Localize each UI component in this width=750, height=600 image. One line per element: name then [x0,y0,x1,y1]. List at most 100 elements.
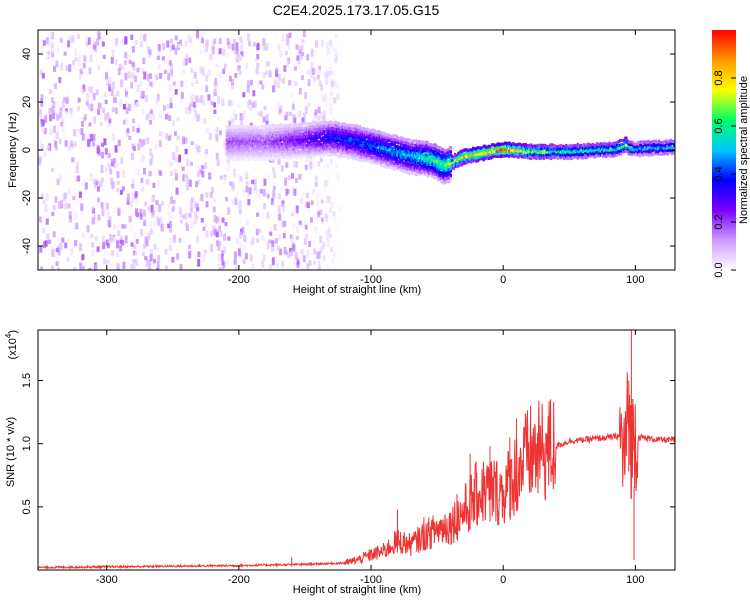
noise-cell [302,30,306,38]
noise-cell [194,111,198,119]
noise-cell [199,144,203,151]
noise-cell [205,43,209,52]
signal-cell [400,155,403,159]
noise-cell [322,255,326,261]
noise-cell [191,93,195,101]
noise-cell [140,140,144,148]
noise-cell [231,203,235,209]
noise-cell [308,240,312,247]
noise-cell [337,34,341,41]
signal-cell [288,125,291,129]
signal-cell [459,160,462,164]
noise-cell [313,76,317,81]
noise-cell [149,249,153,255]
noise-cell [120,235,124,242]
noise-cell [185,222,189,227]
noise-cell [331,45,335,53]
noise-cell [174,47,178,55]
noise-cell [182,69,186,74]
noise-cell [158,204,162,212]
noise-cell [273,79,277,87]
signal-cell [349,131,352,135]
noise-cell [215,63,219,68]
noise-cell [51,249,55,257]
noise-cell [77,52,81,61]
noise-cell [70,247,74,256]
signal-cell [669,149,672,153]
noise-cell [158,169,162,176]
noise-cell [149,148,153,156]
noise-cell [43,115,47,124]
signal-cell [410,167,413,171]
signal-cell [663,152,666,156]
signal-cell [439,145,442,149]
signal-cell [251,141,254,145]
noise-cell [134,168,138,176]
signal-cell [577,148,580,152]
noise-cell [300,249,304,254]
signal-cell [597,149,601,153]
noise-cell [82,62,86,69]
noise-cell [48,38,52,47]
noise-cell [193,105,197,113]
noise-cell [71,35,75,43]
noise-cell [312,248,316,255]
noise-cell [309,217,313,223]
signal-cell [302,132,306,136]
noise-cell [82,84,86,92]
signal-cell [228,126,232,130]
noise-cell [212,225,216,232]
noise-cell [169,97,173,105]
noise-cell [332,97,336,104]
noise-cell [81,179,85,187]
noise-cell [282,233,286,239]
noise-cell [40,119,44,127]
noise-cell [184,40,188,48]
noise-cell [296,55,300,61]
noise-cell [291,211,295,217]
noise-cell [265,114,269,122]
noise-cell [318,80,322,86]
noise-cell [220,148,224,156]
noise-cell [189,206,193,213]
noise-cell [277,73,281,81]
signal-cell [515,146,518,150]
noise-cell [268,70,272,78]
noise-cell [169,161,173,167]
signal-cell [328,128,331,132]
signal-cell [227,149,230,153]
noise-cell [223,246,227,254]
noise-cell [197,251,201,258]
noise-cell [113,182,117,188]
noise-cell [328,233,332,238]
noise-cell [40,94,44,100]
noise-cell [68,211,72,219]
signal-cell [322,145,326,149]
noise-cell [320,84,324,91]
noise-cell [151,197,155,203]
signal-cell [481,149,484,153]
noise-cell [272,35,276,41]
noise-cell [51,82,55,89]
noise-cell [266,190,270,195]
noise-cell [137,168,141,176]
noise-cell [286,38,290,46]
noise-cell [239,176,243,182]
noise-cell [96,246,100,252]
noise-cell [60,200,64,208]
noise-cell [292,223,296,230]
noise-cell [301,114,305,120]
noise-cell [140,177,144,184]
noise-cell [319,209,323,215]
noise-cell [122,169,126,177]
noise-cell [43,188,47,197]
signal-cell [253,143,256,147]
noise-cell [51,211,55,217]
noise-cell [38,157,42,163]
noise-cell [126,128,130,133]
noise-cell [285,111,289,120]
noise-cell [238,208,242,215]
noise-cell [317,106,321,114]
noise-cell [272,189,276,198]
